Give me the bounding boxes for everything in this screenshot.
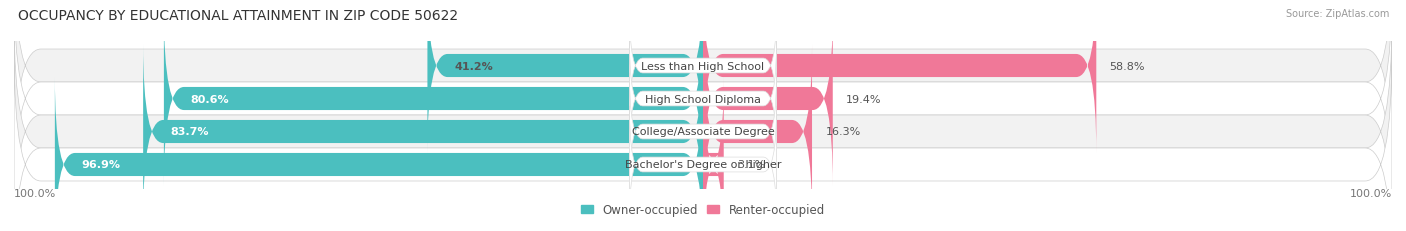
FancyBboxPatch shape [630, 8, 776, 125]
FancyBboxPatch shape [14, 0, 1392, 214]
FancyBboxPatch shape [630, 41, 776, 157]
Text: 16.3%: 16.3% [825, 127, 860, 137]
Text: 58.8%: 58.8% [1109, 61, 1144, 71]
FancyBboxPatch shape [703, 12, 832, 186]
FancyBboxPatch shape [703, 78, 724, 231]
Text: 100.0%: 100.0% [1350, 188, 1392, 198]
Text: 96.9%: 96.9% [82, 160, 121, 170]
Text: Bachelor's Degree or higher: Bachelor's Degree or higher [624, 160, 782, 170]
FancyBboxPatch shape [703, 0, 1097, 153]
Text: Source: ZipAtlas.com: Source: ZipAtlas.com [1285, 9, 1389, 19]
Legend: Owner-occupied, Renter-occupied: Owner-occupied, Renter-occupied [581, 203, 825, 216]
FancyBboxPatch shape [630, 74, 776, 190]
FancyBboxPatch shape [143, 45, 703, 219]
FancyBboxPatch shape [55, 78, 703, 231]
Text: 80.6%: 80.6% [191, 94, 229, 104]
Text: High School Diploma: High School Diploma [645, 94, 761, 104]
Text: 19.4%: 19.4% [846, 94, 882, 104]
Text: 41.2%: 41.2% [454, 61, 494, 71]
Text: 100.0%: 100.0% [14, 188, 56, 198]
Text: 3.1%: 3.1% [737, 160, 765, 170]
Text: Less than High School: Less than High School [641, 61, 765, 71]
FancyBboxPatch shape [14, 50, 1392, 231]
FancyBboxPatch shape [703, 45, 813, 219]
Text: 83.7%: 83.7% [170, 127, 208, 137]
Text: OCCUPANCY BY EDUCATIONAL ATTAINMENT IN ZIP CODE 50622: OCCUPANCY BY EDUCATIONAL ATTAINMENT IN Z… [18, 9, 458, 23]
Text: College/Associate Degree: College/Associate Degree [631, 127, 775, 137]
FancyBboxPatch shape [427, 0, 703, 153]
FancyBboxPatch shape [14, 0, 1392, 181]
FancyBboxPatch shape [14, 17, 1392, 231]
FancyBboxPatch shape [630, 106, 776, 223]
FancyBboxPatch shape [165, 12, 703, 186]
